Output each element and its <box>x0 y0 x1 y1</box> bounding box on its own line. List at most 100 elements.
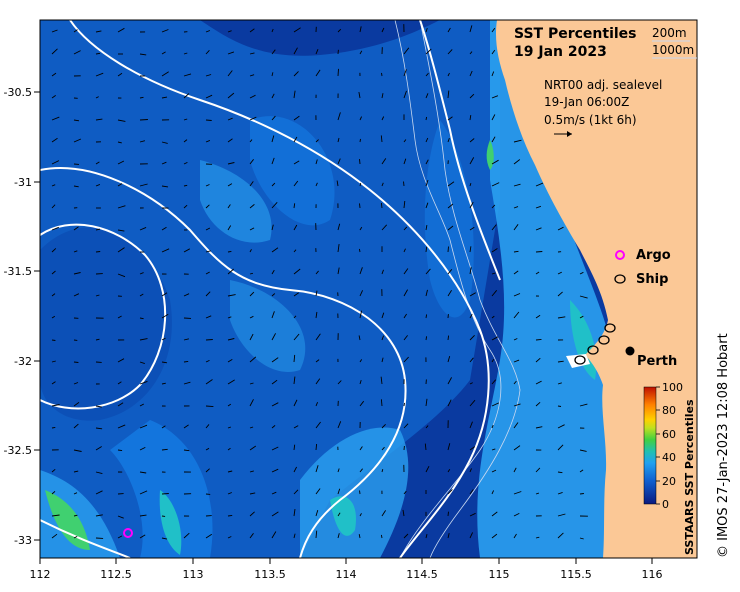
current-arrow <box>205 204 210 209</box>
current-arrow <box>249 399 254 407</box>
current-arrow <box>337 380 342 385</box>
current-arrow <box>139 140 146 143</box>
x-axis-labels: 112 112.5 113 113.5 114 114.5 115 115.5 … <box>30 568 663 581</box>
current-arrow <box>271 357 279 363</box>
x-axis-ticks <box>39 558 653 564</box>
current-arrow <box>447 468 451 473</box>
current-arrow <box>557 271 563 275</box>
current-arrow <box>117 424 126 429</box>
current-arrow <box>381 27 385 33</box>
current-arrow <box>469 292 476 297</box>
depth-label-200m: 200m <box>652 26 687 40</box>
current-arrow <box>447 49 453 55</box>
current-arrow <box>425 27 428 33</box>
current-arrow <box>227 51 235 55</box>
current-arrow <box>139 226 147 231</box>
current-arrow <box>425 72 429 77</box>
current-arrows <box>51 24 588 540</box>
current-arrow <box>403 226 408 231</box>
perth-label: Perth <box>637 354 677 369</box>
current-arrow <box>95 251 101 253</box>
current-arrow <box>139 53 147 56</box>
current-arrow <box>183 184 188 187</box>
current-arrow <box>359 468 363 473</box>
current-arrow <box>249 159 254 165</box>
current-arrow <box>249 94 256 99</box>
current-arrow <box>205 119 212 121</box>
current-arrow <box>557 405 562 407</box>
current-arrow <box>447 116 453 121</box>
current-arrow <box>249 204 255 209</box>
current-arrow <box>579 537 584 540</box>
current-arrow <box>205 49 210 55</box>
current-arrow <box>183 424 189 429</box>
current-arrow <box>73 226 79 231</box>
current-arrow <box>51 95 56 99</box>
current-arrow <box>469 446 475 451</box>
current-arrow <box>447 137 450 143</box>
current-arrow <box>513 533 517 539</box>
current-arrow <box>535 467 541 473</box>
current-arrow <box>491 95 499 99</box>
current-arrow <box>315 270 319 275</box>
current-arrow <box>73 50 81 55</box>
current-arrow <box>469 382 473 385</box>
current-arrow <box>425 93 429 99</box>
current-arrow <box>183 360 189 363</box>
current-arrow <box>491 136 496 143</box>
current-arrow <box>205 271 210 275</box>
current-arrow <box>293 333 300 341</box>
current-arrow <box>535 338 542 341</box>
current-arrow <box>359 159 361 165</box>
current-arrow <box>73 402 80 407</box>
current-arrow <box>227 117 233 121</box>
current-arrow <box>117 535 123 539</box>
current-arrow <box>205 30 211 33</box>
ship-marker <box>574 355 586 365</box>
current-arrow <box>491 469 497 473</box>
y-tick-label: -33 <box>14 534 32 547</box>
current-arrow <box>161 313 169 319</box>
current-arrow <box>491 490 495 495</box>
current-arrow <box>425 268 431 275</box>
current-arrow <box>293 376 296 385</box>
current-arrow <box>249 28 255 33</box>
current-arrow <box>491 402 499 407</box>
current-arrow <box>73 449 82 452</box>
current-arrow <box>205 94 213 99</box>
current-arrow <box>469 201 474 209</box>
current-arrow <box>271 511 279 517</box>
current-arrow <box>491 204 496 209</box>
y-tick-label: -31.5 <box>4 265 32 278</box>
current-arrow <box>95 183 101 187</box>
current-arrow <box>249 333 254 341</box>
y-axis-ticks <box>34 91 40 541</box>
current-arrow <box>403 47 410 55</box>
current-arrow <box>359 400 365 407</box>
current-arrow <box>491 359 495 363</box>
current-arrow <box>381 357 384 363</box>
current-arrow <box>161 493 169 495</box>
current-arrow <box>425 225 428 231</box>
current-arrow <box>117 402 124 407</box>
current-arrow <box>513 512 520 517</box>
current-arrow <box>491 49 496 55</box>
current-arrow <box>73 29 78 33</box>
current-arrow <box>337 112 341 121</box>
current-arrow <box>425 533 428 539</box>
current-arrow <box>513 311 520 319</box>
current-arrow <box>535 205 542 209</box>
current-arrow <box>513 224 519 231</box>
current-arrow <box>425 48 432 55</box>
current-arrow <box>271 468 279 473</box>
current-arrow <box>117 247 125 253</box>
current-arrow <box>557 316 566 319</box>
current-arrow <box>557 226 564 231</box>
current-arrow <box>513 206 519 209</box>
current-arrow <box>469 182 472 187</box>
current-arrow <box>425 289 428 297</box>
current-arrow <box>51 293 56 297</box>
current-arrow <box>117 449 123 452</box>
current-arrow <box>557 360 564 363</box>
